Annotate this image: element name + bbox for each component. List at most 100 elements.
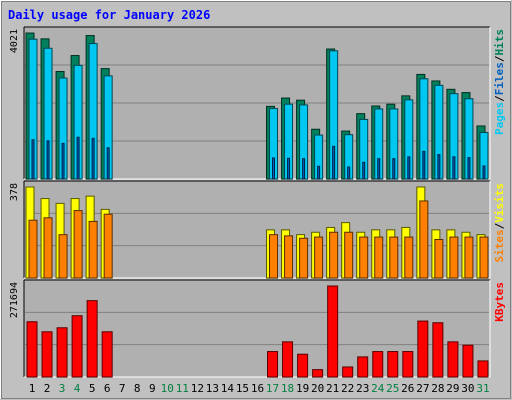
bar-sites-day-2: [43, 217, 53, 279]
x-tick-day-24: 24: [371, 382, 385, 395]
x-tick-day-15: 15: [236, 382, 249, 395]
bar-sites-day-3: [58, 234, 68, 279]
x-tick-day-31: 31: [476, 382, 489, 395]
bar-kbytes-day-1: [26, 321, 38, 378]
bar-kbytes-day-3: [56, 327, 68, 378]
bar-sites-day-17: [269, 234, 279, 279]
legend-separator: /: [493, 55, 506, 62]
x-tick-day-12: 12: [191, 382, 204, 395]
bar-kbytes-day-27: [417, 320, 429, 378]
bar-kbytes-day-24: [372, 351, 384, 378]
bar-kbytes-day-22: [342, 366, 354, 378]
bar-pages-day-30: [467, 157, 471, 180]
bar-pages-day-23: [362, 161, 366, 180]
bar-sites-day-29: [449, 236, 459, 279]
bar-sites-day-25: [389, 236, 399, 279]
legend-visits: Visits: [493, 183, 506, 223]
max-value-label: 378: [9, 183, 20, 201]
x-tick-day-21: 21: [326, 382, 339, 395]
x-tick-day-13: 13: [206, 382, 219, 395]
bar-sites-day-23: [359, 236, 369, 279]
bar-pages-day-26: [407, 156, 411, 180]
bar-sites-day-5: [88, 220, 98, 279]
bar-sites-day-27: [419, 200, 429, 279]
bar-sites-day-26: [404, 236, 414, 279]
bar-kbytes-day-23: [357, 356, 369, 378]
x-tick-day-16: 16: [251, 382, 264, 395]
chart-title: Daily usage for January 2026: [8, 8, 210, 22]
bar-kbytes-day-20: [312, 369, 324, 378]
x-tick-day-18: 18: [281, 382, 294, 395]
bar-pages-day-21: [332, 145, 336, 180]
legend-files: Files: [493, 62, 506, 95]
x-tick-day-3: 3: [59, 382, 66, 395]
legend-kbytes: KBytes: [493, 282, 506, 322]
bar-sites-day-18: [284, 235, 294, 279]
bar-pages-day-24: [377, 158, 381, 180]
bar-sites-day-19: [299, 237, 309, 279]
bar-kbytes-day-25: [387, 351, 399, 378]
bar-pages-day-18: [287, 157, 291, 180]
bar-pages-day-4: [76, 136, 80, 180]
bar-pages-day-27: [422, 150, 426, 180]
bar-sites-day-6: [103, 213, 113, 279]
panel-legend: KBytes: [493, 282, 506, 322]
x-tick-day-25: 25: [386, 382, 399, 395]
x-tick-day-27: 27: [416, 382, 429, 395]
x-tick-day-6: 6: [104, 382, 111, 395]
x-tick-day-28: 28: [431, 382, 444, 395]
x-tick-day-10: 10: [161, 382, 174, 395]
bar-pages-day-20: [317, 165, 321, 180]
x-tick-day-8: 8: [134, 382, 141, 395]
x-tick-day-17: 17: [266, 382, 279, 395]
bar-pages-day-3: [61, 142, 65, 180]
max-value-label: 271694: [9, 282, 20, 318]
x-tick-day-26: 26: [401, 382, 414, 395]
bar-sites-day-20: [314, 236, 324, 279]
bars: [26, 285, 489, 378]
bars: [25, 32, 489, 180]
bar-sites-day-1: [28, 219, 38, 279]
bar-sites-day-31: [479, 236, 489, 279]
bar-kbytes-day-30: [462, 344, 474, 378]
panel-kbytes: 271694 KBytes: [9, 279, 506, 378]
bar-pages-day-29: [452, 156, 456, 180]
x-tick-day-5: 5: [89, 382, 96, 395]
panels-layer: 4021Pages/Files/Hits378Sites/Visits27169…: [9, 26, 506, 378]
legend-sites: Sites: [493, 229, 506, 262]
bar-pages-day-31: [482, 165, 486, 180]
x-tick-day-1: 1: [29, 382, 36, 395]
bar-sites-day-21: [329, 231, 339, 279]
bar-sites-day-28: [434, 238, 444, 279]
bar-sites-day-24: [374, 236, 384, 279]
bar-kbytes-day-21: [327, 285, 339, 378]
bar-kbytes-day-28: [432, 322, 444, 378]
x-tick-day-11: 11: [176, 382, 189, 395]
panel-visits-sites: 378 Sites/Visits: [9, 180, 506, 279]
panel-legend: Sites/Visits: [493, 183, 506, 263]
x-tick-day-20: 20: [311, 382, 324, 395]
panel-legend: Pages/Files/Hits: [493, 29, 506, 135]
bar-pages-day-19: [302, 158, 306, 180]
bar-kbytes-day-2: [41, 331, 53, 378]
bar-pages-day-1: [31, 139, 35, 180]
x-tick-day-23: 23: [356, 382, 369, 395]
bar-kbytes-day-4: [71, 315, 83, 378]
bar-pages-day-17: [272, 157, 276, 180]
bar-pages-day-22: [347, 166, 351, 180]
x-tick-day-19: 19: [296, 382, 309, 395]
bar-sites-day-4: [73, 210, 83, 279]
x-tick-day-9: 9: [149, 382, 156, 395]
legend-separator: /: [493, 95, 506, 102]
bar-kbytes-day-31: [477, 360, 489, 378]
bar-kbytes-day-19: [297, 353, 309, 378]
x-tick-day-14: 14: [221, 382, 235, 395]
bar-pages-day-2: [46, 140, 50, 180]
bar-pages-day-25: [392, 158, 396, 180]
legend-pages: Pages: [493, 102, 506, 135]
bar-sites-day-22: [344, 231, 354, 279]
x-tick-day-7: 7: [119, 382, 126, 395]
